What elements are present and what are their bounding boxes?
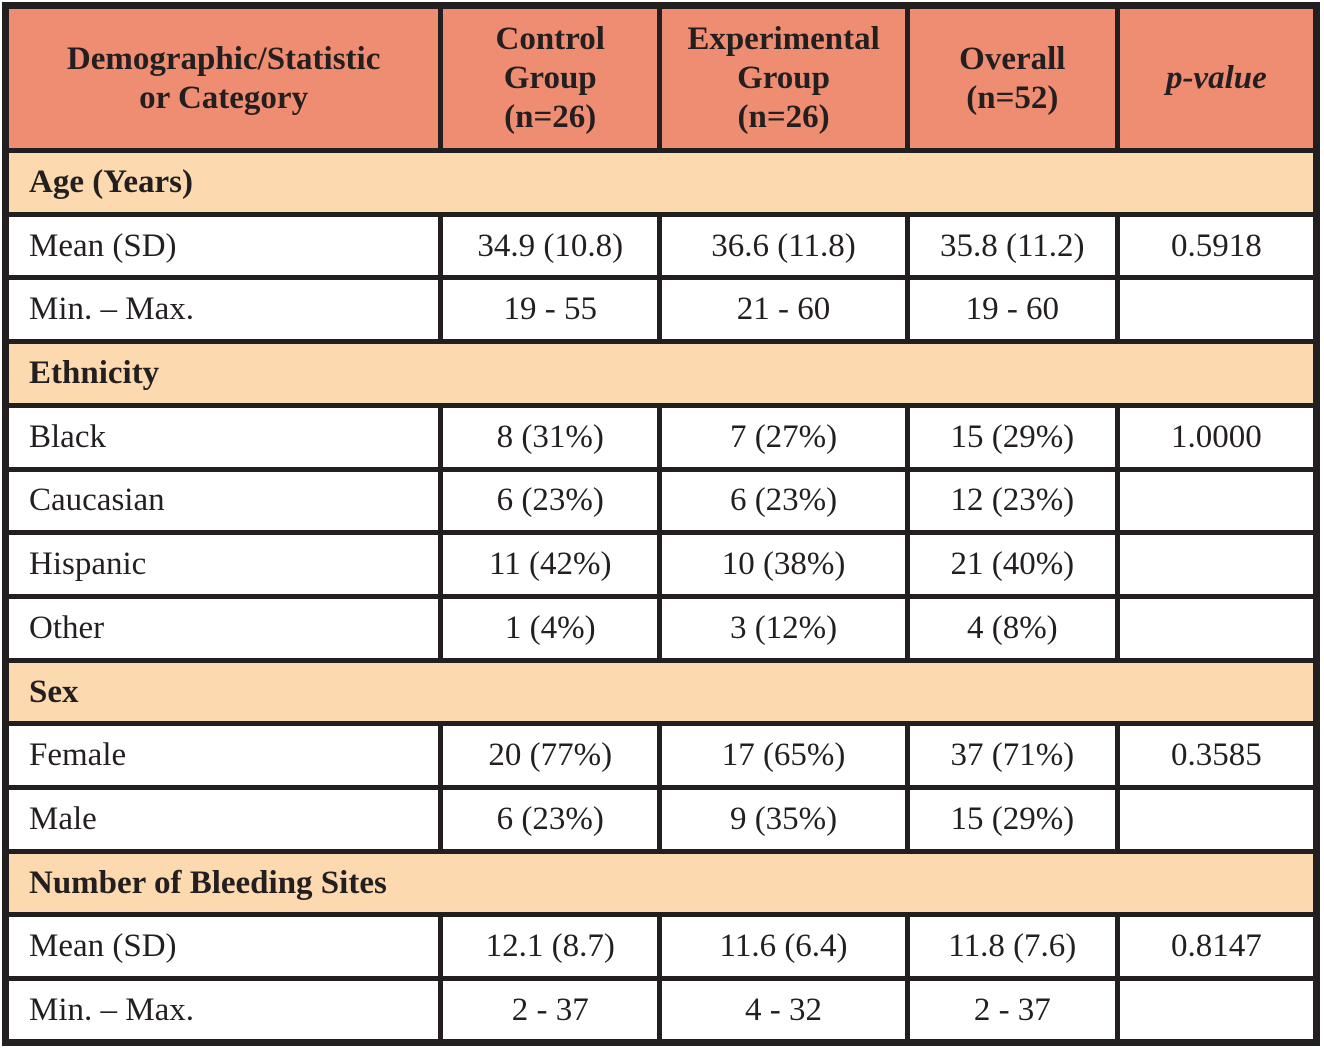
cell-overall: 11.8 (7.6) [904,912,1120,982]
section-row-age: Age (Years) [3,148,1319,217]
row-label: Female [2,721,444,791]
cell-p-value [1114,530,1320,599]
cell-control: 2 - 37 [438,976,663,1045]
cell-control: 19 - 55 [438,275,663,345]
cell-control: 6 (23%) [438,785,663,854]
header-category: Demographic/Statistic or Category [2,3,444,153]
cell-p-value [1114,275,1320,345]
row-label: Min. – Max. [2,976,444,1045]
cell-overall: 19 - 60 [904,275,1120,345]
table-row: Min. – Max. 19 - 55 21 - 60 19 - 60 [2,275,1320,345]
row-label: Other [2,593,444,663]
cell-overall: 12 (23%) [904,466,1120,536]
cell-experimental: 11.6 (6.4) [657,912,910,982]
section-row-sex: Sex [3,657,1319,727]
row-label: Mean (SD) [2,211,444,281]
table-row: Mean (SD) 34.9 (10.8) 36.6 (11.8) 35.8 (… [2,211,1320,281]
table-row: Hispanic 11 (42%) 10 (38%) 21 (40%) [2,530,1320,599]
cell-control: 34.9 (10.8) [438,211,663,281]
header-overall: Overall (n=52) [904,3,1120,153]
row-label: Hispanic [2,530,444,599]
cell-overall: 15 (29%) [904,785,1120,854]
cell-overall: 35.8 (11.2) [904,211,1120,281]
row-label: Caucasian [2,466,444,536]
cell-control: 8 (31%) [438,402,663,472]
cell-p-value [1114,976,1320,1045]
cell-overall: 37 (71%) [904,721,1120,791]
row-label: Min. – Max. [2,275,444,345]
cell-p-value [1114,785,1320,854]
cell-experimental: 21 - 60 [657,275,910,345]
cell-overall: 4 (8%) [904,593,1120,663]
cell-experimental: 9 (35%) [657,785,910,854]
cell-experimental: 10 (38%) [657,530,910,599]
table-header-row: Demographic/Statistic or Category Contro… [2,3,1320,153]
cell-p-value: 0.8147 [1114,912,1320,982]
cell-experimental: 3 (12%) [657,593,910,663]
cell-p-value [1114,593,1320,663]
header-control-group: Control Group (n=26) [438,3,663,153]
header-experimental-group: Experimental Group (n=26) [657,3,910,153]
cell-overall: 21 (40%) [904,530,1120,599]
cell-experimental: 6 (23%) [657,466,910,536]
cell-experimental: 17 (65%) [657,721,910,791]
table-row: Other 1 (4%) 3 (12%) 4 (8%) [2,593,1320,663]
cell-overall: 15 (29%) [904,402,1120,472]
cell-p-value: 0.3585 [1114,721,1320,791]
cell-control: 1 (4%) [438,593,663,663]
section-title: Age (Years) [3,148,1319,217]
cell-control: 12.1 (8.7) [438,912,663,982]
row-label: Male [2,785,444,854]
cell-control: 11 (42%) [438,530,663,599]
table-row: Black 8 (31%) 7 (27%) 15 (29%) 1.0000 [2,402,1320,472]
row-label: Mean (SD) [2,912,444,982]
cell-control: 20 (77%) [438,721,663,791]
cell-experimental: 36.6 (11.8) [657,211,910,281]
cell-p-value: 1.0000 [1114,402,1320,472]
section-row-bleeding-sites: Number of Bleeding Sites [3,848,1319,918]
cell-overall: 2 - 37 [904,976,1120,1045]
table-row: Male 6 (23%) 9 (35%) 15 (29%) [2,785,1320,854]
section-title: Number of Bleeding Sites [3,848,1319,918]
row-label: Black [2,402,444,472]
table-row: Caucasian 6 (23%) 6 (23%) 12 (23%) [2,466,1320,536]
cell-control: 6 (23%) [438,466,663,536]
table-row: Mean (SD) 12.1 (8.7) 11.6 (6.4) 11.8 (7.… [2,912,1320,982]
header-p-value: p-value [1114,3,1320,153]
section-row-ethnicity: Ethnicity [3,339,1319,408]
cell-p-value: 0.5918 [1114,211,1320,281]
section-title: Sex [3,657,1319,727]
cell-p-value [1114,466,1320,536]
table-row: Female 20 (77%) 17 (65%) 37 (71%) 0.3585 [2,721,1320,791]
table-row: Min. – Max. 2 - 37 4 - 32 2 - 37 [2,976,1320,1045]
cell-experimental: 7 (27%) [657,402,910,472]
section-title: Ethnicity [3,339,1319,408]
cell-experimental: 4 - 32 [657,976,910,1045]
